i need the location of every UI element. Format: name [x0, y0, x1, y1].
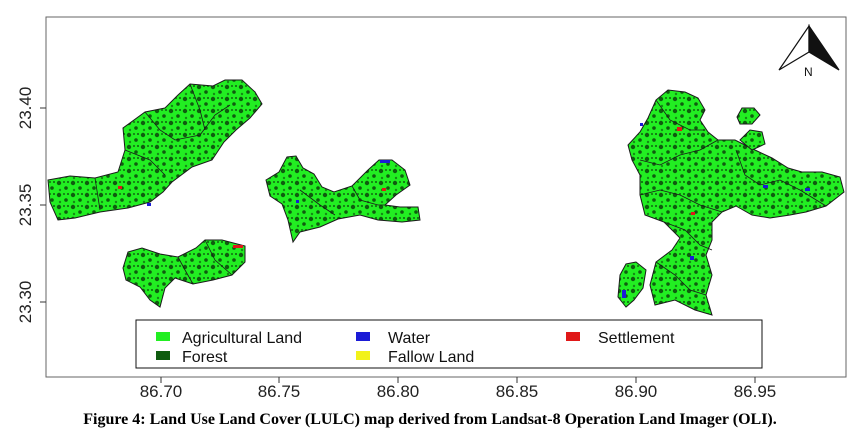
lulc-regions: [47, 79, 845, 316]
legend-box: [135, 319, 763, 369]
x-tick-label: 86.80: [377, 382, 420, 401]
legend-label-water: Water: [388, 330, 431, 347]
figure-caption: Figure 4: Land Use Land Cover (LULC) map…: [83, 411, 777, 428]
map-frame: [45, 16, 847, 378]
y-tick-label: 23.40: [16, 87, 35, 130]
region-northwest: [47, 79, 263, 221]
legend-swatch-settlement: [566, 332, 580, 341]
legend-swatch-forest: [156, 351, 170, 360]
legend-swatch-water: [356, 332, 370, 341]
legend-label-settlement: Settlement: [598, 330, 675, 347]
x-tick-label: 86.70: [140, 382, 183, 401]
x-axis: 86.70 86.75 86.80 86.85 86.90 86.95: [140, 377, 777, 401]
legend-swatch-fallow: [356, 351, 370, 360]
legend-label-agricultural: Agricultural Land: [182, 330, 302, 347]
legend: Agricultural Land Forest Water Fallow La…: [135, 319, 763, 369]
region-central: [265, 155, 421, 244]
region-east: [627, 89, 845, 316]
legend-label-forest: Forest: [182, 349, 228, 366]
north-label: N: [804, 65, 813, 79]
y-axis: 23.30 23.35 23.40: [16, 87, 46, 324]
legend-swatch-agricultural: [156, 332, 170, 341]
lulc-spots: [118, 123, 810, 298]
region-east-islet-1: [736, 107, 761, 125]
sub-boundaries: [94, 83, 827, 296]
north-arrow: N: [778, 24, 840, 79]
region-southeast-strip: [617, 261, 647, 308]
region-southwest: [122, 239, 246, 308]
x-tick-label: 86.90: [615, 382, 658, 401]
legend-label-fallow: Fallow Land: [388, 349, 474, 366]
y-tick-label: 23.35: [16, 184, 35, 227]
x-tick-label: 86.85: [496, 382, 539, 401]
x-tick-label: 86.95: [734, 382, 777, 401]
region-east-islet-2: [739, 129, 766, 151]
y-tick-label: 23.30: [16, 281, 35, 324]
x-tick-label: 86.75: [258, 382, 301, 401]
